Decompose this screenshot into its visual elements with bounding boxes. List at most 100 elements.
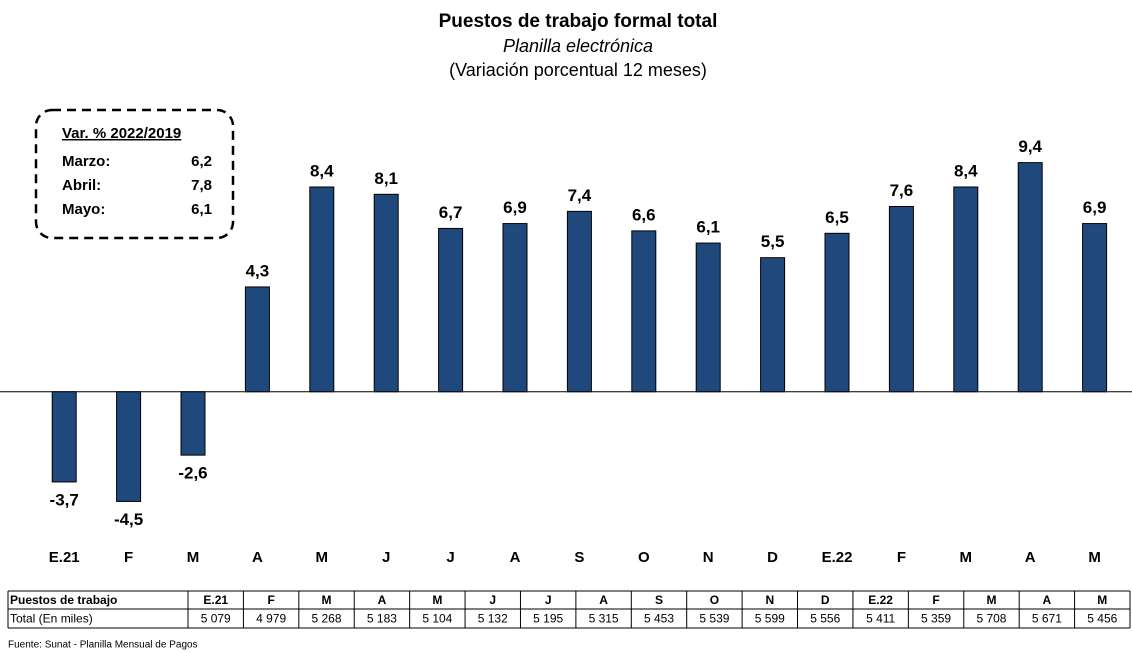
value-label: 8,1 bbox=[374, 169, 398, 188]
x-tick-label: D bbox=[767, 549, 778, 566]
table-cell: 5 708 bbox=[976, 612, 1006, 626]
table-column-header: F bbox=[932, 593, 939, 607]
bar bbox=[373, 193, 399, 393]
table-cell: 5 599 bbox=[755, 612, 785, 626]
table-cell: 5 268 bbox=[312, 612, 342, 626]
bar bbox=[824, 232, 850, 393]
table-column-header: M bbox=[986, 593, 996, 607]
table-cell: 5 671 bbox=[1032, 612, 1062, 626]
value-label: 6,6 bbox=[632, 205, 656, 224]
x-tick-label: A bbox=[1025, 549, 1036, 566]
chart-title: Puestos de trabajo formal total bbox=[439, 11, 718, 32]
value-label: 9,4 bbox=[1018, 137, 1042, 156]
table-cell: 5 539 bbox=[699, 612, 729, 626]
inset-box bbox=[34, 108, 235, 240]
inset-label: Abril: bbox=[62, 177, 101, 194]
table-cell: 5 556 bbox=[810, 612, 840, 626]
table-column-header: J bbox=[545, 593, 552, 607]
value-label: 8,4 bbox=[310, 161, 334, 180]
bar bbox=[244, 286, 270, 393]
x-tick-label: J bbox=[446, 549, 454, 566]
table-cell: 5 195 bbox=[533, 612, 563, 626]
inset-label: Marzo: bbox=[62, 153, 110, 170]
table-column-header: S bbox=[655, 593, 663, 607]
table-column-header: A bbox=[378, 593, 387, 607]
x-tick-label: M bbox=[187, 549, 200, 566]
chart-subtitle: (Variación porcentual 12 meses) bbox=[449, 60, 707, 80]
x-tick-label: F bbox=[124, 549, 133, 566]
table-column-header: M bbox=[432, 593, 442, 607]
table-cell: 5 359 bbox=[921, 612, 951, 626]
x-tick-label: E.21 bbox=[49, 549, 80, 566]
table-cell: 5 315 bbox=[589, 612, 619, 626]
x-tick-label: M bbox=[316, 549, 329, 566]
x-tick-label: F bbox=[897, 549, 906, 566]
x-tick-label: M bbox=[960, 549, 973, 566]
table-column-header: M bbox=[1097, 593, 1107, 607]
table-cell: 5 453 bbox=[644, 612, 674, 626]
table-header: Puestos de trabajo bbox=[10, 593, 117, 607]
source-note: Fuente: Sunat - Planilla Mensual de Pago… bbox=[8, 640, 198, 651]
table-column-header: F bbox=[267, 593, 274, 607]
table-cell: 5 104 bbox=[422, 612, 452, 626]
table-column-header: E.21 bbox=[203, 593, 228, 607]
bar bbox=[631, 230, 657, 393]
inset-label: Mayo: bbox=[62, 201, 105, 218]
inset-title: Var. % 2022/2019 bbox=[62, 125, 181, 142]
value-label: -4,5 bbox=[114, 510, 143, 529]
x-tick-label: A bbox=[510, 549, 521, 566]
inset-value: 6,2 bbox=[191, 153, 212, 170]
inset-value: 7,8 bbox=[191, 177, 212, 194]
table-cell: 5 183 bbox=[367, 612, 397, 626]
value-label: 5,5 bbox=[761, 232, 785, 251]
value-label: 4,3 bbox=[246, 261, 270, 280]
bar bbox=[438, 227, 464, 393]
value-label: 8,4 bbox=[954, 161, 978, 180]
value-label: 6,9 bbox=[503, 198, 527, 217]
bar bbox=[309, 186, 335, 393]
value-label: 6,7 bbox=[439, 203, 463, 222]
value-label: 6,5 bbox=[825, 208, 849, 227]
x-tick-label: E.22 bbox=[822, 549, 853, 566]
chart-subtitle: Planilla electrónica bbox=[503, 36, 653, 56]
table-cell: 5 456 bbox=[1087, 612, 1117, 626]
table-cell: 4 979 bbox=[256, 612, 286, 626]
table-cell: 5 132 bbox=[478, 612, 508, 626]
x-tick-label: A bbox=[252, 549, 263, 566]
table-cell: 5 411 bbox=[866, 612, 895, 626]
value-label: -3,7 bbox=[50, 490, 79, 509]
value-label: 7,4 bbox=[568, 186, 592, 205]
bar bbox=[116, 391, 142, 502]
bar bbox=[888, 206, 914, 393]
bar bbox=[760, 257, 786, 393]
table-cell: 5 079 bbox=[201, 612, 231, 626]
x-tick-label: O bbox=[638, 549, 650, 566]
value-label: -2,6 bbox=[178, 464, 207, 483]
table-column-header: M bbox=[322, 593, 332, 607]
bar bbox=[180, 391, 206, 456]
table-column-header: D bbox=[821, 593, 830, 607]
x-tick-label: S bbox=[574, 549, 584, 566]
bar bbox=[1017, 162, 1043, 393]
value-label: 6,9 bbox=[1083, 198, 1107, 217]
value-label: 6,1 bbox=[696, 218, 720, 237]
table-column-header: J bbox=[489, 593, 496, 607]
x-tick-label: J bbox=[382, 549, 390, 566]
bar bbox=[1082, 223, 1108, 393]
table-column-header: N bbox=[765, 593, 774, 607]
table-column-header: A bbox=[1043, 593, 1052, 607]
bar bbox=[51, 391, 77, 483]
table-column-header: A bbox=[599, 593, 608, 607]
x-tick-label: M bbox=[1088, 549, 1101, 566]
bar bbox=[695, 242, 721, 393]
bar bbox=[566, 210, 592, 393]
table-column-header: O bbox=[710, 593, 719, 607]
table-column-header: E.22 bbox=[868, 593, 893, 607]
x-tick-label: N bbox=[703, 549, 714, 566]
table-row-label: Total (En miles) bbox=[10, 612, 93, 626]
value-label: 7,6 bbox=[890, 181, 914, 200]
inset-value: 6,1 bbox=[191, 201, 212, 218]
bar bbox=[953, 186, 979, 393]
bar bbox=[502, 223, 528, 393]
